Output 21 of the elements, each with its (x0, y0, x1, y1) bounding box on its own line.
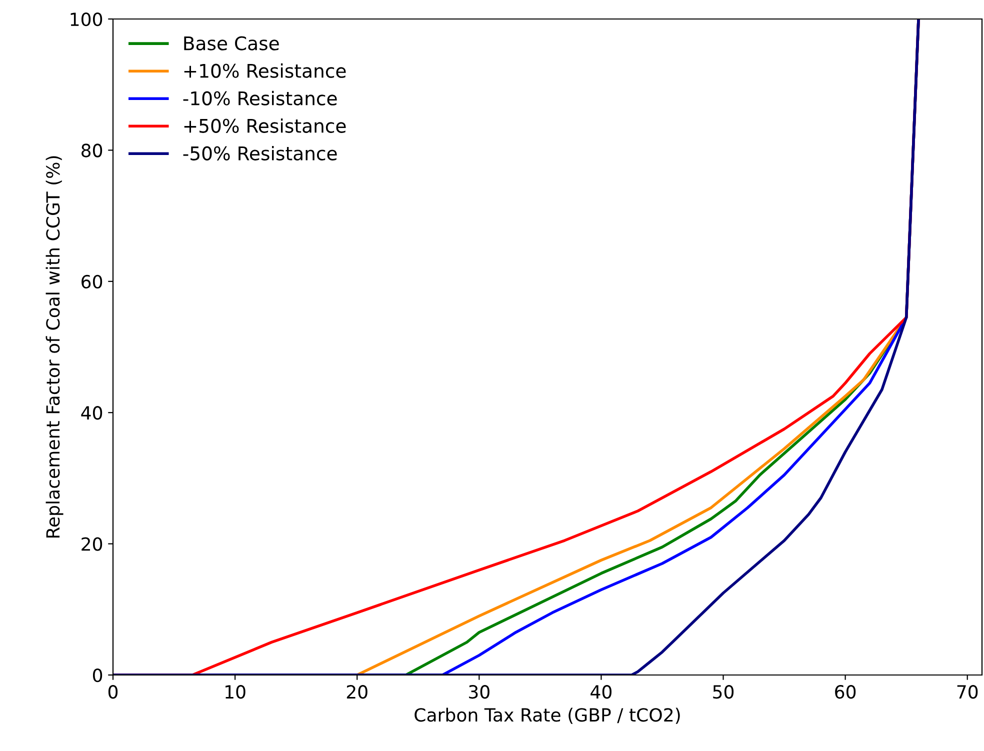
y-tick-label: 40 (81, 406, 102, 420)
x-tick-label: 10 (226, 685, 246, 699)
y-tick-label: 80 (82, 144, 102, 158)
x-tick-label: 40 (590, 685, 612, 699)
x-tick-label: 30 (469, 685, 490, 699)
x-tick-label: 50 (713, 685, 734, 699)
y-tick-label: 100 (70, 12, 102, 26)
legend-label: Base Case (184, 36, 279, 50)
x-tick-label: 60 (835, 685, 856, 699)
legend-label: -50% Resistance (183, 146, 337, 160)
legend-label: -10% Resistance (183, 90, 337, 106)
x-tick-label: 20 (346, 685, 368, 699)
legend-label: +10% Resistance (184, 63, 346, 78)
y-axis-title: Replacement Factor of Coal with CCGT (%) (46, 156, 64, 538)
y-tick-label: 60 (82, 274, 102, 289)
y-tick-label: 0 (92, 668, 102, 682)
legend-label: +50% Resistance (184, 118, 346, 133)
x-axis-title: Carbon Tax Rate (GBP / tCO2) (414, 708, 680, 724)
x-tick-label: 70 (957, 685, 978, 699)
y-tick-label: 20 (82, 537, 102, 551)
x-tick-label: 0 (108, 685, 118, 699)
